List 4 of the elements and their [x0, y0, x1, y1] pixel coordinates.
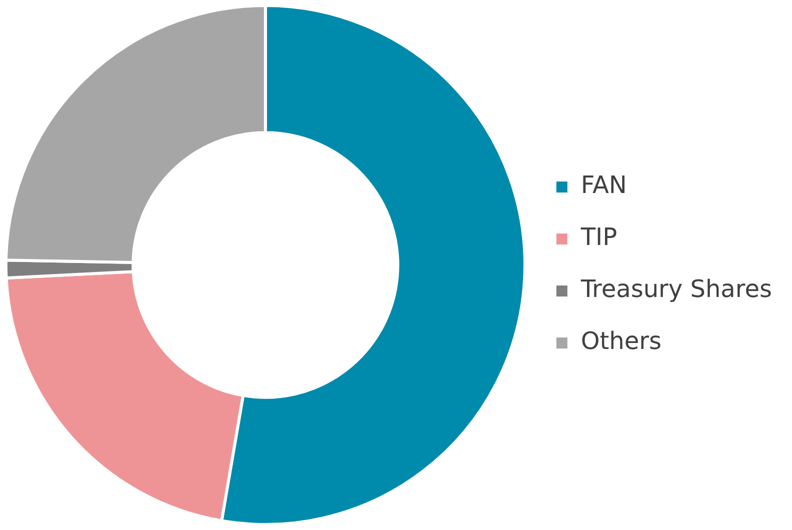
- legend-label: Others: [580, 327, 662, 356]
- legend-label: FAN: [580, 171, 627, 200]
- legend-label: TIP: [580, 223, 618, 252]
- legend-label: Treasury Shares: [580, 275, 772, 304]
